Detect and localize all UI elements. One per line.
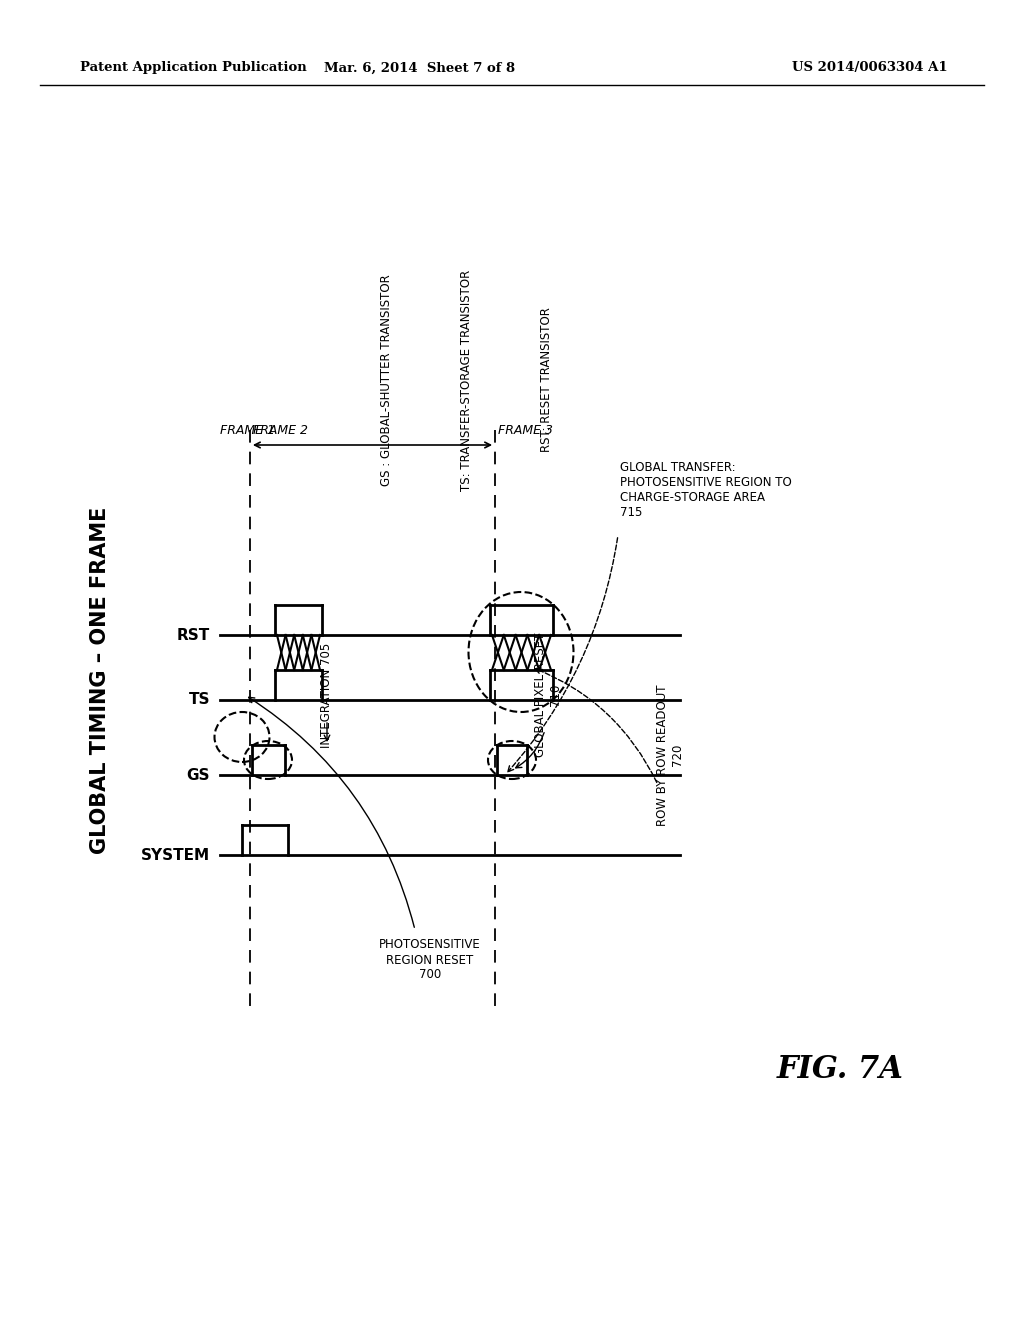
Text: TS: TS	[188, 693, 210, 708]
Text: FIG. 7A: FIG. 7A	[776, 1055, 903, 1085]
Text: FRAME 1: FRAME 1	[220, 424, 275, 437]
Text: ROW BY ROW READOUT
720: ROW BY ROW READOUT 720	[656, 684, 684, 826]
Text: INTEGRATION 705: INTEGRATION 705	[321, 643, 334, 747]
Text: GLOBAL TIMING – ONE FRAME: GLOBAL TIMING – ONE FRAME	[90, 507, 110, 854]
Text: SYSTEM: SYSTEM	[141, 847, 210, 862]
Text: GLOBAL TRANSFER:
PHOTOSENSITIVE REGION TO
CHARGE-STORAGE AREA
715: GLOBAL TRANSFER: PHOTOSENSITIVE REGION T…	[620, 461, 792, 519]
Text: RST: RST	[177, 627, 210, 643]
Text: RST: RESET TRANSISTOR: RST: RESET TRANSISTOR	[540, 308, 553, 453]
Text: GLOBAL PIXEL RESET
710: GLOBAL PIXEL RESET 710	[534, 632, 562, 758]
Text: US 2014/0063304 A1: US 2014/0063304 A1	[793, 62, 948, 74]
Text: GS : GLOBAL-SHUTTER TRANSISTOR: GS : GLOBAL-SHUTTER TRANSISTOR	[380, 275, 393, 486]
Text: Mar. 6, 2014  Sheet 7 of 8: Mar. 6, 2014 Sheet 7 of 8	[325, 62, 515, 74]
Text: PHOTOSENSITIVE
REGION RESET
700: PHOTOSENSITIVE REGION RESET 700	[379, 939, 481, 982]
Text: GS: GS	[186, 767, 210, 783]
Text: Patent Application Publication: Patent Application Publication	[80, 62, 307, 74]
Text: FRAME 2: FRAME 2	[253, 424, 308, 437]
Text: TS: TRANSFER-STORAGE TRANSISTOR: TS: TRANSFER-STORAGE TRANSISTOR	[460, 269, 473, 491]
Text: FRAME 3: FRAME 3	[498, 424, 553, 437]
